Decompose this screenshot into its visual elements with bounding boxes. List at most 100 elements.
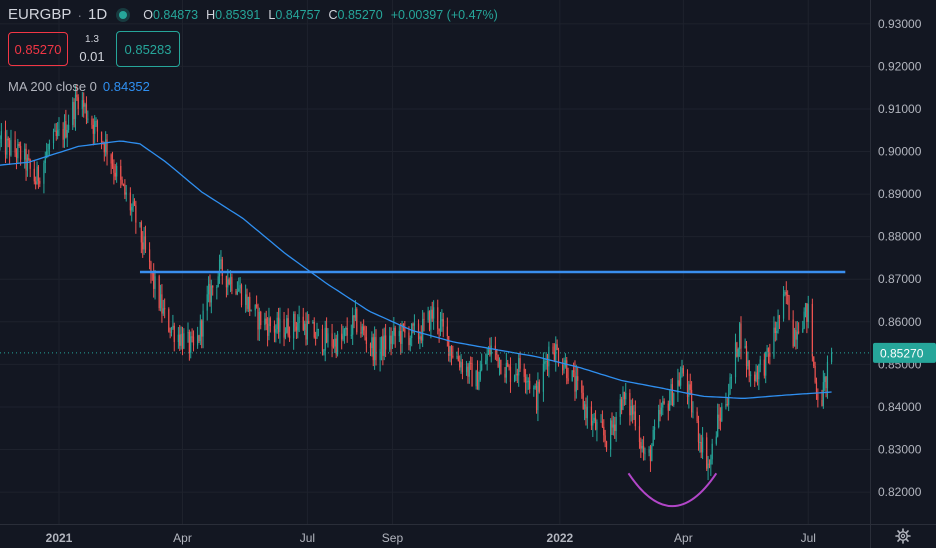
candle-body [821, 399, 823, 406]
candle [96, 119, 99, 143]
candle [813, 356, 815, 369]
candle [467, 363, 469, 384]
candle-body [500, 359, 502, 374]
candle-body [660, 407, 663, 415]
candle-body [9, 140, 11, 156]
candle-body [91, 118, 93, 125]
candle-body [574, 372, 576, 392]
candle [619, 394, 621, 425]
candle [555, 336, 557, 372]
candle-body [728, 394, 730, 405]
candle-body [374, 337, 376, 361]
candle-body [221, 259, 223, 276]
candle [92, 118, 94, 146]
time-tick-label: Apr [674, 531, 693, 545]
candle-body [504, 373, 506, 378]
candle-body [15, 152, 18, 159]
candle [614, 416, 616, 439]
candle [563, 357, 565, 374]
candle [197, 326, 199, 349]
candle [321, 324, 324, 356]
candle-body [312, 321, 314, 324]
candle-body [604, 435, 606, 442]
candle [430, 306, 432, 339]
candle-body [776, 330, 778, 334]
candle-body [726, 404, 728, 406]
price-tick-label: 0.82000 [878, 485, 922, 499]
gear-icon[interactable] [895, 528, 911, 544]
candle-body [18, 143, 20, 147]
candle [177, 327, 179, 349]
candle-body [518, 358, 520, 376]
candle-body [669, 400, 671, 411]
interval-label[interactable]: 1D [88, 6, 108, 23]
candle-body [100, 131, 103, 142]
candle [796, 320, 798, 349]
candle-body [161, 294, 163, 314]
candle-body [490, 345, 492, 355]
candle [744, 338, 746, 349]
indicator-label: MA 200 close 0 [8, 79, 97, 94]
candle [471, 357, 473, 387]
candle [354, 299, 357, 322]
candle-body [802, 328, 804, 333]
candle-body [651, 445, 653, 462]
candle-body [546, 360, 549, 367]
candle-body [210, 285, 212, 303]
candle-body [77, 97, 79, 109]
candle [172, 314, 174, 330]
candle-body [641, 445, 643, 449]
candle-body [313, 321, 315, 338]
candle-body [663, 401, 665, 404]
candle [449, 345, 451, 363]
candle-body [659, 409, 661, 415]
candle-body [686, 373, 689, 397]
candle [748, 359, 750, 383]
candle-body [306, 320, 308, 340]
candle [187, 322, 189, 343]
candle-body [384, 335, 387, 350]
candle [778, 314, 781, 330]
candle [461, 359, 464, 380]
indicator-legend[interactable]: MA 200 close 0 0.84352 [8, 79, 150, 94]
candle [72, 97, 74, 131]
candle-body [537, 381, 539, 411]
candle-body [798, 331, 800, 333]
candle [688, 380, 690, 409]
candle [352, 307, 354, 345]
candle [236, 281, 238, 296]
candle [750, 371, 752, 387]
time-tick-label: 2022 [547, 531, 574, 545]
candle-body [103, 143, 105, 153]
candle-body [438, 328, 440, 332]
candle-body [822, 382, 824, 406]
candle [269, 316, 271, 333]
candle [279, 307, 281, 344]
sell-button[interactable]: 0.85270 [8, 32, 68, 66]
buy-button[interactable]: 0.85283 [116, 31, 180, 67]
candle-body [409, 338, 411, 346]
candle [312, 320, 314, 324]
candle [266, 317, 269, 347]
candle-body [706, 437, 708, 469]
candle [634, 400, 636, 431]
candle-body [475, 370, 477, 387]
candle-body [62, 128, 64, 140]
candle [629, 389, 631, 426]
candle-body [199, 320, 201, 342]
candle-body [662, 401, 664, 408]
candle [660, 402, 663, 417]
candle [250, 309, 252, 312]
candle [725, 392, 727, 410]
candle [364, 325, 366, 341]
candle [179, 324, 181, 352]
price-tick-label: 0.89000 [878, 187, 922, 201]
candle-body [76, 94, 78, 98]
candle-body [796, 331, 798, 340]
symbol-label[interactable]: EURGBP [8, 6, 72, 23]
candle [577, 367, 579, 391]
candle [212, 285, 214, 296]
candle [7, 136, 9, 148]
candle-body [478, 379, 480, 390]
